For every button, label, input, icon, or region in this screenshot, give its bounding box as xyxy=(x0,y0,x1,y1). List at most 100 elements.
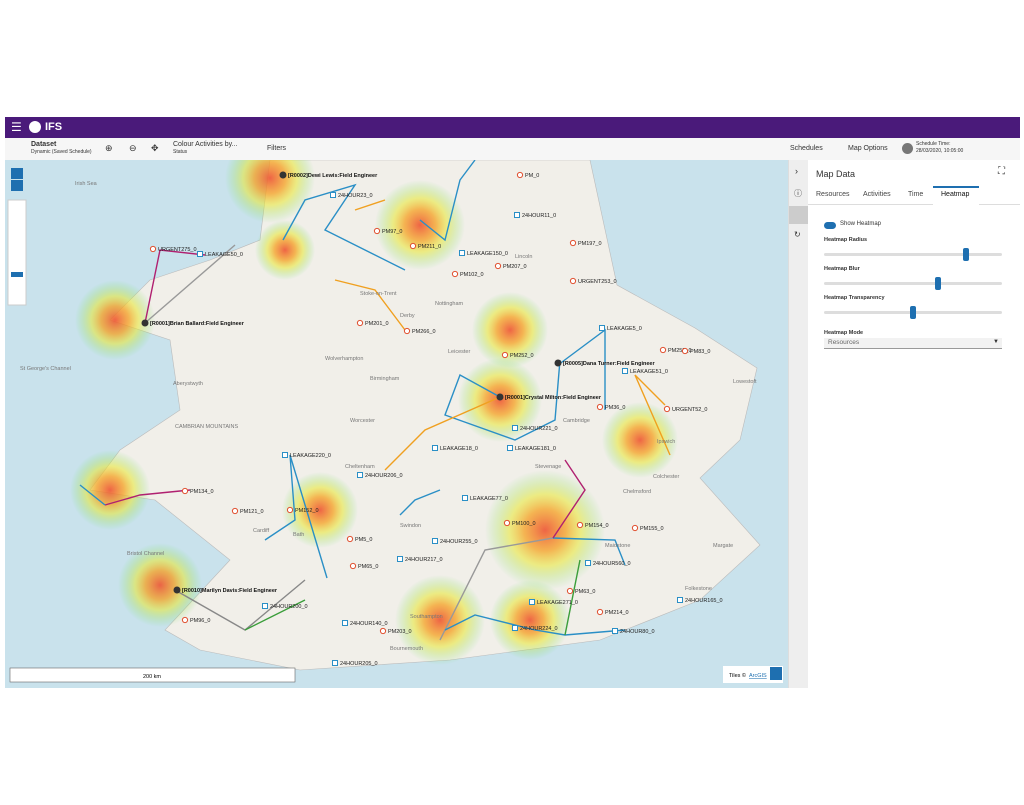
place-label: Wolverhampton xyxy=(325,356,363,362)
activity-marker[interactable] xyxy=(681,347,689,355)
engineer-label: [R0002]Dewi Lewis:Field Engineer xyxy=(288,173,378,179)
info-icon[interactable]: ⓘ xyxy=(794,189,802,198)
activity-marker[interactable] xyxy=(503,519,511,527)
panel-title: Map Data xyxy=(816,169,856,179)
activity-marker[interactable] xyxy=(403,327,411,335)
activity-marker[interactable] xyxy=(462,495,468,501)
activity-marker[interactable] xyxy=(357,472,363,478)
engineer-marker[interactable] xyxy=(279,171,287,179)
activity-marker[interactable] xyxy=(432,445,438,451)
schedules[interactable]: Schedules xyxy=(790,145,823,152)
activity-marker[interactable] xyxy=(356,319,364,327)
tab[interactable]: Resources xyxy=(816,191,850,198)
activity-marker[interactable] xyxy=(569,239,577,247)
place-label: Birmingham xyxy=(370,376,400,382)
activity-marker[interactable] xyxy=(612,628,618,634)
activity-marker[interactable] xyxy=(379,627,387,635)
activity-marker[interactable] xyxy=(397,556,403,562)
activity-marker[interactable] xyxy=(529,599,535,605)
zoom-thumb[interactable] xyxy=(11,272,23,277)
activity-marker[interactable] xyxy=(576,521,584,529)
activity-marker[interactable] xyxy=(507,445,513,451)
zoom-in[interactable]: ⊕ xyxy=(105,143,113,153)
zoom-slider[interactable] xyxy=(7,199,27,306)
activity-marker[interactable] xyxy=(197,251,203,257)
activity-marker[interactable] xyxy=(501,351,509,359)
activity-marker[interactable] xyxy=(599,325,605,331)
collapse[interactable]: › xyxy=(795,166,798,176)
menu-icon[interactable]: ☰ xyxy=(11,120,22,134)
map-options[interactable]: Map Options xyxy=(848,145,888,152)
activity-marker[interactable] xyxy=(282,452,288,458)
tab[interactable]: Activities xyxy=(863,191,891,198)
activity-marker[interactable] xyxy=(512,425,518,431)
slider-thumb[interactable] xyxy=(934,277,941,290)
engineer-marker[interactable] xyxy=(554,359,562,367)
activity-marker[interactable] xyxy=(622,368,628,374)
activity-marker[interactable] xyxy=(346,535,354,543)
activity-marker[interactable] xyxy=(342,620,348,626)
engineer-marker[interactable] xyxy=(496,393,504,401)
activity-marker[interactable] xyxy=(585,560,591,566)
mode-select[interactable]: Resources ▼ xyxy=(824,338,1002,349)
activity-marker[interactable] xyxy=(677,597,683,603)
activity-marker[interactable] xyxy=(349,562,357,570)
info-btn[interactable] xyxy=(770,667,782,680)
activity-marker[interactable] xyxy=(659,346,667,354)
schedule-time-label: Schedule Time: xyxy=(916,141,951,147)
activity-marker[interactable] xyxy=(432,538,438,544)
layers-icon[interactable] xyxy=(789,206,809,224)
activity-marker[interactable] xyxy=(373,227,381,235)
activity-marker[interactable] xyxy=(181,487,189,495)
activity-marker[interactable] xyxy=(516,171,524,179)
zoom-out[interactable]: ⊖ xyxy=(129,143,137,153)
activity-label: LEAKAGE220_0 xyxy=(290,453,331,459)
activity-marker[interactable] xyxy=(330,192,336,198)
engineer-marker[interactable] xyxy=(173,586,181,594)
zoom-out-btn[interactable] xyxy=(11,180,23,191)
activity-marker[interactable] xyxy=(631,524,639,532)
tab[interactable]: Heatmap xyxy=(941,191,970,198)
activity-marker[interactable] xyxy=(231,507,239,515)
place-label: St George's Channel xyxy=(20,366,71,372)
activity-marker[interactable] xyxy=(149,245,157,253)
activity-marker[interactable] xyxy=(286,506,294,514)
activity-label: 24HOUR217_0 xyxy=(405,557,443,563)
place-label: Lincoln xyxy=(515,254,532,260)
attribution-link[interactable]: ArcGIS xyxy=(749,673,767,679)
place-label: Ipswich xyxy=(657,439,675,445)
activity-marker[interactable] xyxy=(596,608,604,616)
activity-label: 24HOUR23_0 xyxy=(338,193,373,199)
tab[interactable]: Time xyxy=(908,191,924,198)
place-label: Bath xyxy=(293,532,304,538)
activity-marker[interactable] xyxy=(569,277,577,285)
activity-marker[interactable] xyxy=(512,625,518,631)
slider-thumb[interactable] xyxy=(910,306,916,319)
activity-marker[interactable] xyxy=(566,587,574,595)
expand[interactable]: ⛶ xyxy=(998,166,1005,177)
activity-marker[interactable] xyxy=(494,262,502,270)
activity-label: URGENT253_0 xyxy=(578,279,617,285)
activity-marker[interactable] xyxy=(262,603,268,609)
place-label: Maidstone xyxy=(605,543,630,549)
activity-marker[interactable] xyxy=(514,212,520,218)
dataset-title[interactable]: Dataset xyxy=(31,141,57,148)
pan[interactable]: ✥ xyxy=(151,143,159,153)
activity-marker[interactable] xyxy=(596,403,604,411)
activity-marker[interactable] xyxy=(332,660,338,666)
toggle[interactable] xyxy=(824,222,836,229)
engineer-label: [R0005]Dana Turner:Field Engineer xyxy=(563,361,655,367)
history-icon[interactable]: ↻ xyxy=(794,230,801,239)
zoom-in-btn[interactable] xyxy=(11,168,23,179)
activity-marker[interactable] xyxy=(451,270,459,278)
filters[interactable]: Filters xyxy=(267,145,287,152)
activity-marker[interactable] xyxy=(459,250,465,256)
activity-marker[interactable] xyxy=(181,616,189,624)
colour-title[interactable]: Colour Activities by... xyxy=(173,141,238,148)
map[interactable]: Irish Sea St George's Channel Birmingham Ca… xyxy=(5,160,788,688)
attribution-box xyxy=(723,666,783,683)
activity-marker[interactable] xyxy=(409,242,417,250)
engineer-marker[interactable] xyxy=(141,319,149,327)
activity-marker[interactable] xyxy=(663,405,671,413)
slider-thumb[interactable] xyxy=(963,248,970,261)
